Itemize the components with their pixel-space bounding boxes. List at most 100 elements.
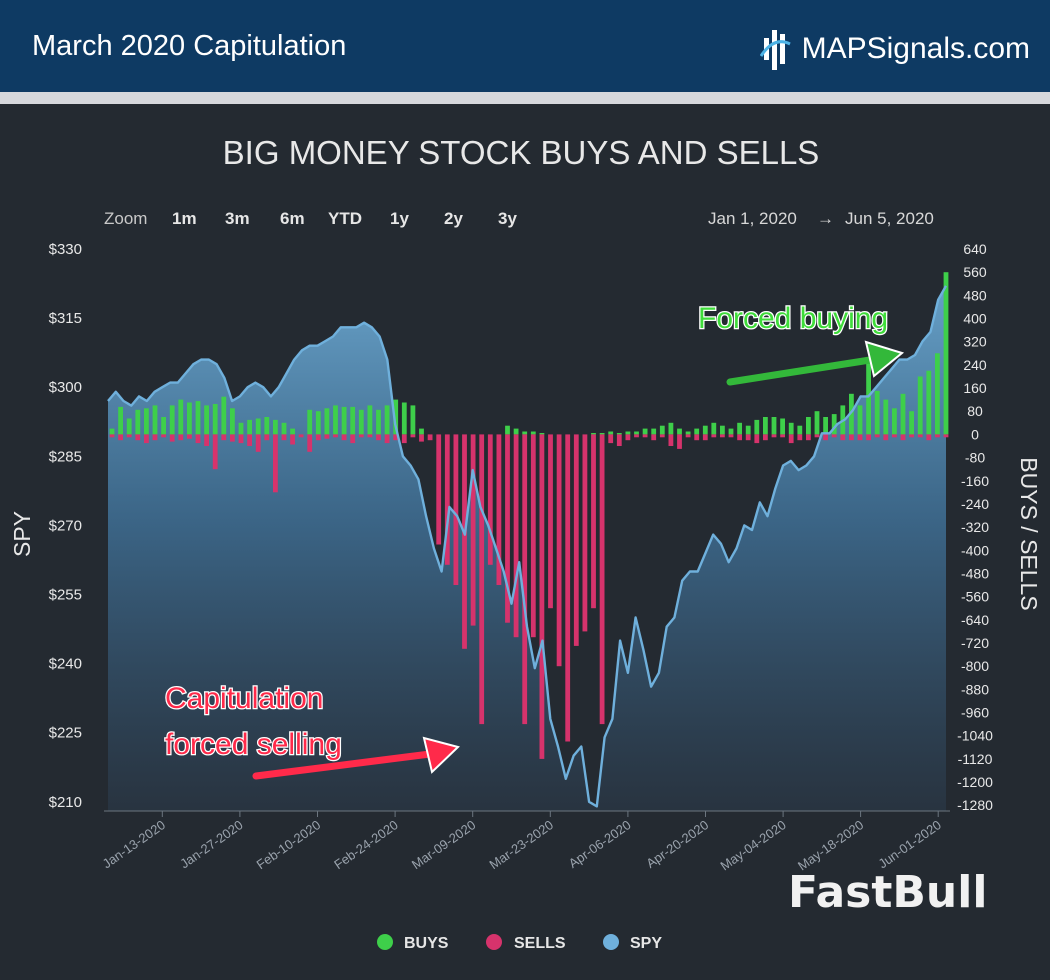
sells-bar <box>247 434 252 446</box>
buys-bar <box>608 431 614 435</box>
sells-bar <box>625 434 631 441</box>
buys-bar <box>290 428 295 435</box>
sells-bar <box>513 434 519 638</box>
zoom-ytd-button[interactable]: YTD <box>328 209 362 228</box>
capitulation-annotation: Capitulation forced selling <box>164 681 460 780</box>
capitulation-label-line1: Capitulation <box>165 682 323 715</box>
buys-bar <box>273 419 278 435</box>
legend-spy-marker[interactable] <box>603 934 619 950</box>
sells-bar <box>135 434 141 441</box>
buys-bar <box>367 405 373 435</box>
y-right-tick-label: -160 <box>961 473 989 489</box>
y-right-tick-label: -720 <box>961 635 989 651</box>
chart-canvas: BIG MONEY STOCK BUYS AND SELLS Zoom 1m 3… <box>9 134 1042 952</box>
zoom-2y-button[interactable]: 2y <box>444 209 463 228</box>
buys-bar <box>831 414 837 435</box>
buys-bar <box>651 428 657 435</box>
spy-line <box>107 285 948 808</box>
buys-bar <box>522 431 528 435</box>
sells-bar <box>419 434 424 442</box>
sells-bar <box>298 434 304 438</box>
buys-bar <box>642 428 648 435</box>
buys-bar <box>754 419 760 435</box>
sells-bar <box>573 434 579 646</box>
legend-buys-marker[interactable] <box>377 934 393 950</box>
buys-bar <box>230 408 235 435</box>
sells-bar <box>530 434 536 638</box>
y-right-tick-label: 560 <box>963 264 987 280</box>
buys-bar <box>720 425 725 435</box>
x-tick-label: Jan-27-2020 <box>177 817 245 871</box>
sells-bar <box>144 434 149 444</box>
sells-bar <box>659 434 665 438</box>
x-tick-label: Jan-13-2020 <box>100 817 168 871</box>
y-right-tick-label: -640 <box>961 612 989 628</box>
spy-line-layer <box>107 285 948 808</box>
date-range-to[interactable]: Jun 5, 2020 <box>845 209 934 228</box>
buys-bar <box>118 406 123 435</box>
sells-bar <box>410 434 416 438</box>
buys-bar <box>255 418 261 435</box>
sells-bar <box>763 434 768 441</box>
zoom-3y-button[interactable]: 3y <box>498 209 517 228</box>
y-right-tick-label: 480 <box>963 287 987 303</box>
buys-bar <box>144 408 149 435</box>
y-right-tick-label: -960 <box>961 705 989 721</box>
capitulation-arrowhead-icon <box>422 736 460 774</box>
buys-bar <box>187 402 192 435</box>
sells-bar <box>496 434 502 585</box>
sells-bar <box>608 434 614 444</box>
bars-layer <box>109 272 949 759</box>
zoom-label: Zoom <box>104 209 147 228</box>
fastbull-watermark: FastBull <box>788 867 987 918</box>
sells-bar <box>668 434 674 446</box>
sells-bar <box>702 434 708 441</box>
y-right-tick-label: 80 <box>967 403 983 419</box>
sells-bar <box>900 434 906 441</box>
y-left-tick-label: $285 <box>49 448 82 465</box>
sells-bar <box>255 434 261 452</box>
buys-bar <box>221 396 227 435</box>
date-range-from[interactable]: Jan 1, 2020 <box>708 209 797 228</box>
y-right-tick-label: -1040 <box>957 728 993 744</box>
zoom-1y-button[interactable]: 1y <box>390 209 409 228</box>
y-axis-left-ticks: $330 $315 $300 $285 $270 $255 $240 $225 $210 <box>49 241 82 811</box>
legend-sells-label[interactable]: SELLS <box>514 935 566 952</box>
legend-spy-label[interactable]: SPY <box>630 935 662 952</box>
x-tick-label: May-04-2020 <box>717 817 788 873</box>
buys-bar <box>599 433 605 435</box>
forced-buying-label: Forced buying <box>698 302 888 335</box>
y-right-tick-label: -320 <box>961 519 989 535</box>
zoom-3m-button[interactable]: 3m <box>225 209 250 228</box>
buys-bar <box>401 402 407 435</box>
buys-bar <box>702 425 708 435</box>
y-right-tick-label: -1120 <box>958 751 993 767</box>
sells-bar <box>230 434 235 442</box>
date-range-arrow-icon: → <box>817 209 834 228</box>
zoom-6m-button[interactable]: 6m <box>280 209 305 228</box>
y-right-tick-label: -1200 <box>957 774 993 790</box>
sells-bar <box>436 434 442 545</box>
y-right-tick-label: -1280 <box>957 797 993 813</box>
sells-bar <box>401 434 407 444</box>
buys-bar <box>152 405 158 435</box>
legend-sells-marker[interactable] <box>486 934 502 950</box>
sells-bar <box>737 434 742 441</box>
buys-bar <box>324 408 330 435</box>
sells-bar <box>711 434 717 438</box>
sells-bar <box>315 434 321 441</box>
sells-bar <box>771 434 777 438</box>
buys-bar <box>797 425 803 435</box>
buys-bar <box>909 411 914 435</box>
buys-bar <box>788 422 794 435</box>
sells-bar <box>857 434 863 441</box>
buys-bar <box>530 431 536 435</box>
sells-bar <box>126 434 132 438</box>
sells-bar <box>350 434 356 444</box>
legend-buys-label[interactable]: BUYS <box>404 935 449 952</box>
x-tick-label: Apr-06-2020 <box>566 817 634 871</box>
sells-bar <box>651 434 657 441</box>
zoom-1m-button[interactable]: 1m <box>172 209 197 228</box>
sells-bar <box>634 434 639 438</box>
buys-bar <box>169 405 175 435</box>
